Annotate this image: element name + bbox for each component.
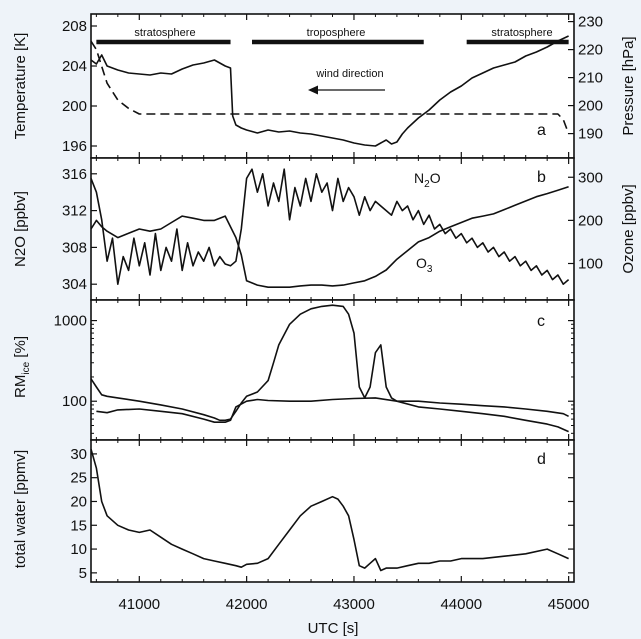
y-tick-label-right: 100 [578,256,603,273]
x-axis-title: UTC [s] [308,620,359,637]
y-tick-label: 100 [62,393,87,410]
y-tick-label: 316 [62,166,87,183]
panel-d-series-1 [90,448,569,572]
panel-a: 196 200 204 208 190 200 210 220 230 [62,13,603,159]
panel-b: 304 308 312 316 100 200 300 [62,157,603,301]
panel-b-frame [90,157,575,301]
y-tick-label-right: 190 [578,126,603,143]
x-tick-label: 43000 [333,596,375,613]
x-tick-label: 44000 [440,596,482,613]
x-tick-label: 41000 [118,596,160,613]
panel-a-wind-label: wind direction [315,68,383,80]
y-tick-label: 312 [62,203,87,220]
panel-b-series-n2o [90,168,570,285]
panel-a-letter: a [537,122,546,139]
y-tick-label: 20 [70,493,87,510]
panel-c-frame [90,299,575,441]
panel-b-ylabel-right: Ozone [ppbv] [620,184,637,273]
y-tick-label-right: 220 [578,42,603,59]
panel-c-letter: c [537,313,545,330]
panel-b-letter: b [537,169,546,186]
x-tick-label: 45000 [548,596,590,613]
panels-layer: 196 200 204 208 190 200 210 220 230 304 308 312 316 1… [54,13,603,613]
y-tick-label: 196 [62,138,87,155]
panel-d-frame [90,439,575,583]
o3-series-label: O3 [416,255,433,275]
y-tick-label: 304 [62,276,87,293]
panel-c-series-2 [96,397,569,433]
n2o-series-label: N2O [414,170,441,190]
panel-a-region-label-1: stratosphere [134,27,195,39]
panel-c-ylabel: RMice [%] [12,336,32,398]
y-tick-label: 10 [70,541,87,558]
panel-c-series-1 [90,304,569,422]
panel-b-ylabel-left: N2O [ppbv] [12,191,29,267]
y-tick-label: 308 [62,239,87,256]
panel-a-series-2 [90,40,570,134]
panel-a-ylabel-right: Pressure [hPa] [620,36,637,135]
panel-d-letter: d [537,451,546,468]
panel-a-region-label-3: stratosphere [491,27,552,39]
y-tick-label: 5 [79,565,87,582]
panel-a-series-1 [90,35,569,147]
y-tick-label-right: 200 [578,98,603,115]
y-tick-label-right: 300 [578,169,603,186]
y-tick-label: 30 [70,446,87,463]
y-tick-label: 204 [62,58,87,75]
panel-d-ylabel-left: total water [ppmv] [12,450,29,568]
y-tick-label-right: 230 [578,14,603,31]
y-tick-label: 1000 [54,313,87,330]
panel-d: 5 10 15 20 25 30 [70,439,575,583]
x-tick-label: 42000 [226,596,268,613]
y-tick-label: 200 [62,98,87,115]
y-tick-label-right: 210 [578,70,603,87]
wind-direction-arrow [308,85,385,95]
y-tick-label: 208 [62,18,87,35]
panel-b-series-o3 [90,185,569,288]
panel-c: 100 1000 [54,299,575,441]
panel-a-ylabel-left: Temperature [K] [12,33,29,140]
y-tick-label-right: 200 [578,212,603,229]
y-tick-label: 15 [70,517,87,534]
panel-a-region-label-2: troposphere [307,27,366,39]
y-tick-label: 25 [70,470,87,487]
panel-a-frame [90,13,575,159]
